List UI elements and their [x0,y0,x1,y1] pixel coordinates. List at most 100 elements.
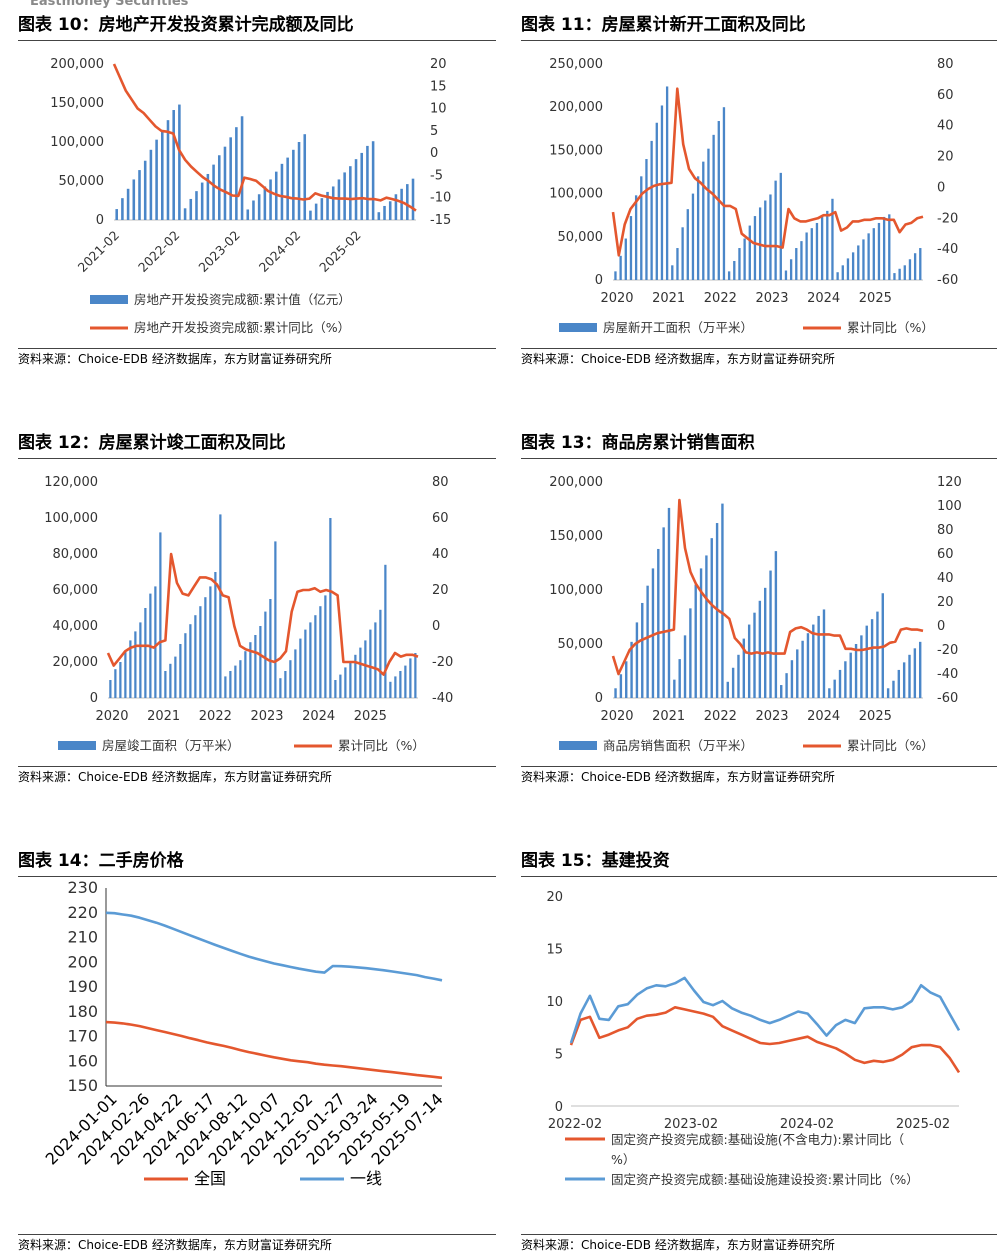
bar [660,105,664,280]
title-rule [18,458,496,459]
bar [126,188,130,220]
bar [742,638,746,698]
right-tick-label: -20 [432,655,453,670]
bar [252,200,255,220]
source-rule [18,348,496,349]
right-tick-label: 0 [432,619,440,634]
legend-bar-swatch [559,741,597,750]
bar [640,176,643,280]
x-tick-label: 2023-02 [664,1117,718,1132]
left-tick-label: 50,000 [558,230,604,245]
bar [876,611,879,698]
bar [657,548,660,698]
bar [109,680,112,698]
x-tick-label: 2022 [199,709,232,724]
bar [673,679,676,698]
bar [800,241,803,280]
bar [841,265,844,280]
bar [727,271,731,280]
bar [189,198,193,220]
chart-title: 图表 11：房屋累计新开工面积及同比 [521,15,806,35]
bar [629,216,633,280]
source-note: 资料来源：Choice-EDB 经济数据库，东方财富证券研究所 [521,770,835,784]
bar [763,587,767,698]
bar [294,649,297,698]
bar [678,659,681,698]
bar [329,518,332,698]
legend-bar-label: 房屋新开工面积（万平米） [603,320,753,335]
bar [274,541,277,698]
bar [164,671,167,698]
legend-label-line1: 固定资产投资完成额:基础设施(不含电力):累计同比（ [611,1132,904,1147]
y-tick-label: 230 [67,878,98,897]
bar [155,139,158,220]
bar [903,265,906,280]
left-tick-label: 60,000 [53,583,99,598]
bar [257,194,261,220]
x-tick-label: 2020 [600,291,633,306]
bar [689,608,692,698]
y-tick-label: 0 [555,1100,563,1115]
left-tick-label: 50,000 [558,637,604,652]
bar [240,116,244,220]
right-tick-label: 100 [937,499,962,514]
bar [862,239,865,280]
bar [411,178,415,220]
bar [796,649,799,698]
bar [722,107,726,280]
bar [159,532,162,698]
left-tick-label: 200,000 [549,475,603,490]
bar [219,514,222,698]
right-tick-label: 10 [430,102,447,117]
bar [676,248,679,280]
bar [790,660,794,698]
right-tick-label: 60 [432,511,449,526]
bar [409,658,412,698]
x-tick-label: 2021 [652,709,685,724]
chart-panel-14: 图表 14：二手房价格 230 220 210 200 190 180 170 160 150 2… [18,846,496,1258]
bar [779,172,782,280]
bar [662,527,665,698]
source-note: 资料来源：Choice-EDB 经济数据库，东方财富证券研究所 [18,1238,332,1252]
chart-panel-12: 图表 12：房屋累计竣工面积及同比 120,000 100,000 80,000 60… [18,428,496,790]
bar [893,273,896,280]
bar [614,271,617,280]
source-note: 资料来源：Choice-EDB 经济数据库，东方财富证券研究所 [521,1238,835,1252]
bar [289,660,292,698]
title-rule [521,876,997,877]
left-tick-label: 120,000 [44,475,98,490]
left-tick-label: 200,000 [50,57,104,72]
bar [254,635,257,698]
bar [655,122,658,280]
bar [399,671,402,698]
right-tick-label: 60 [937,547,954,562]
bar [738,248,741,280]
bar [303,134,307,220]
right-tick-label: -40 [937,667,958,682]
bar [817,615,820,698]
bar [733,260,736,280]
right-tick-label: -15 [430,213,451,228]
chart-panel-15: 图表 15：基建投资 20 15 10 5 0 2022-02 2023-02 2024-02… [521,846,997,1258]
bar [774,551,778,698]
source-rule [18,1234,496,1235]
bar [343,172,346,220]
bar [114,669,117,698]
source-note: 资料来源：Choice-EDB 经济数据库，东方财富证券研究所 [18,352,332,366]
x-tick-label: 2023 [755,709,788,724]
bar [838,669,842,698]
bar [694,584,697,698]
x-tick-label: 2022-02 [548,1117,602,1132]
right-tick-label: 20 [432,583,449,598]
left-tick-label: 200,000 [549,100,603,115]
y-tick-label: 150 [67,1076,98,1095]
bar [860,635,863,698]
y-tick-label: 210 [67,928,98,947]
legend-label-line2: %） [611,1152,635,1167]
x-tick-label: 2025-02 [896,1117,950,1132]
legend-bar-swatch [559,323,597,332]
bar [650,140,653,280]
bar [820,216,824,280]
legend-label: 固定资产投资完成额:基础设施建设投资:累计同比（%） [611,1172,919,1187]
